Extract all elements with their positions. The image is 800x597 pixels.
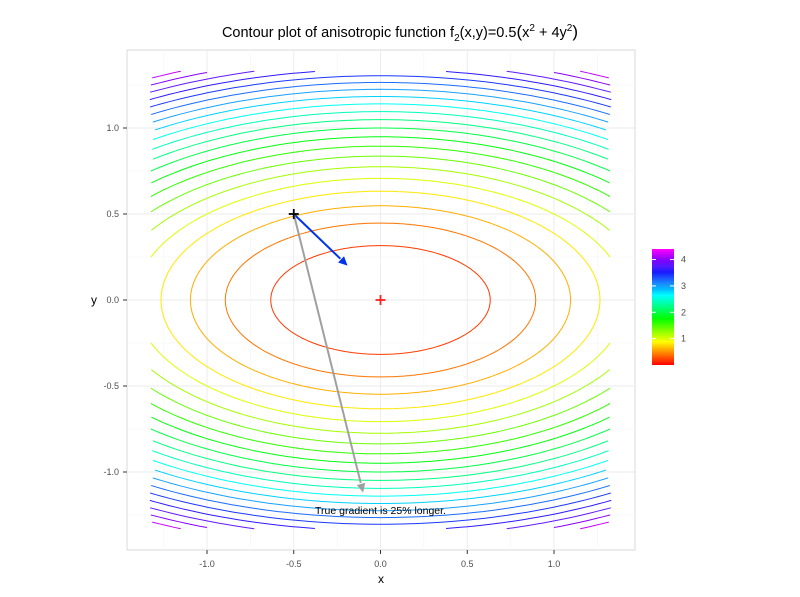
- contour-line: [154, 469, 607, 504]
- contour-line: [152, 440, 609, 481]
- contour-line: [152, 521, 181, 530]
- legend-label: 3: [681, 281, 686, 291]
- contour-line: [224, 222, 537, 378]
- title-sup-1: 2: [529, 23, 535, 35]
- contour-line: [151, 81, 610, 115]
- title-sup-2: 2: [566, 23, 573, 35]
- contour-line: [149, 70, 255, 93]
- y-tick-label: 0.5: [106, 209, 119, 219]
- contour-line: [151, 136, 610, 184]
- y-tick-label: -1.0: [103, 467, 119, 477]
- contour-line: [152, 477, 609, 512]
- x-tick-label: -1.0: [199, 559, 215, 569]
- title-text: Contour plot of anisotropic function f: [221, 25, 455, 41]
- contour-line: [150, 145, 611, 197]
- contour-line: [152, 103, 609, 141]
- contour-line: [152, 119, 609, 160]
- y-tick-label: 1.0: [106, 123, 119, 133]
- contour-line: [189, 205, 572, 395]
- contour-line: [150, 387, 611, 445]
- contour-line: [150, 177, 611, 258]
- contour-line: [580, 521, 609, 530]
- x-tick-label: 0.0: [374, 559, 387, 569]
- points: [288, 209, 386, 305]
- colorbar-legend: 4 3 2 1: [652, 249, 686, 365]
- contour-line: [553, 514, 611, 528]
- contour-line: [446, 71, 612, 101]
- contour-line: [154, 96, 607, 131]
- title-subscript: 2: [454, 32, 460, 44]
- contour-line: [152, 459, 609, 497]
- contour-line: [150, 492, 611, 525]
- y-axis: 1.0 0.5 0.0 -0.5 -1.0: [103, 123, 127, 477]
- gray-gradient-arrow-head: [356, 482, 366, 493]
- contour-line: [151, 416, 610, 464]
- contour-line: [152, 111, 609, 150]
- annotation-text: True gradient is 25% longer.: [315, 505, 446, 517]
- title-paren-close: ): [572, 22, 579, 41]
- contour-line: [446, 499, 612, 529]
- title-text-mid: (x,y)=0.5: [459, 25, 517, 41]
- legend-label: 2: [681, 307, 686, 317]
- contour-line: [149, 71, 315, 101]
- contour-line: [506, 70, 612, 93]
- x-axis: -1.0 -0.5 0.0 0.5 1.0: [199, 550, 560, 569]
- contour-line: [150, 72, 208, 86]
- contour-line: [553, 72, 611, 86]
- x-axis-label: x: [378, 572, 384, 586]
- contour-line: [152, 450, 609, 489]
- contour-line: [150, 127, 611, 172]
- blue-arrow-head: [338, 256, 348, 266]
- contour-line: [150, 403, 611, 455]
- annotations: True gradient is 25% longer.: [315, 505, 446, 517]
- contour-line: [150, 155, 611, 213]
- contour-line: [149, 507, 255, 530]
- y-axis-label: y: [91, 293, 97, 307]
- blue-arrow: [293, 213, 342, 260]
- contour-line: [150, 428, 611, 473]
- contour-line: [150, 166, 611, 231]
- contour-line: [580, 70, 609, 79]
- colorbar: [652, 249, 674, 365]
- arrows: [292, 213, 366, 493]
- contour-line: [149, 499, 315, 529]
- title-plus: + 4y: [534, 25, 567, 41]
- x-tick-label: -0.5: [286, 559, 302, 569]
- contour-line: [152, 88, 609, 123]
- title-paren: (: [516, 22, 523, 41]
- chart-title: Contour plot of anisotropic function f2(…: [221, 22, 579, 44]
- contour-line: [160, 190, 601, 410]
- contour-line: [506, 507, 612, 530]
- contour-line: [150, 75, 611, 108]
- contour-line: [151, 485, 610, 519]
- gray-gradient-arrow: [292, 213, 362, 484]
- legend-label: 4: [681, 255, 686, 265]
- x-tick-label: 0.5: [461, 559, 474, 569]
- contour-lines: [149, 70, 612, 530]
- contour-line: [152, 70, 181, 79]
- x-tick-label: 1.0: [548, 559, 561, 569]
- y-tick-label: -0.5: [103, 381, 119, 391]
- contour-line: [150, 369, 611, 434]
- contour-line: [270, 245, 491, 355]
- legend-label: 1: [681, 334, 686, 344]
- contour-line: [150, 342, 611, 423]
- contour-line: [150, 514, 208, 528]
- y-tick-label: 0.0: [106, 295, 119, 305]
